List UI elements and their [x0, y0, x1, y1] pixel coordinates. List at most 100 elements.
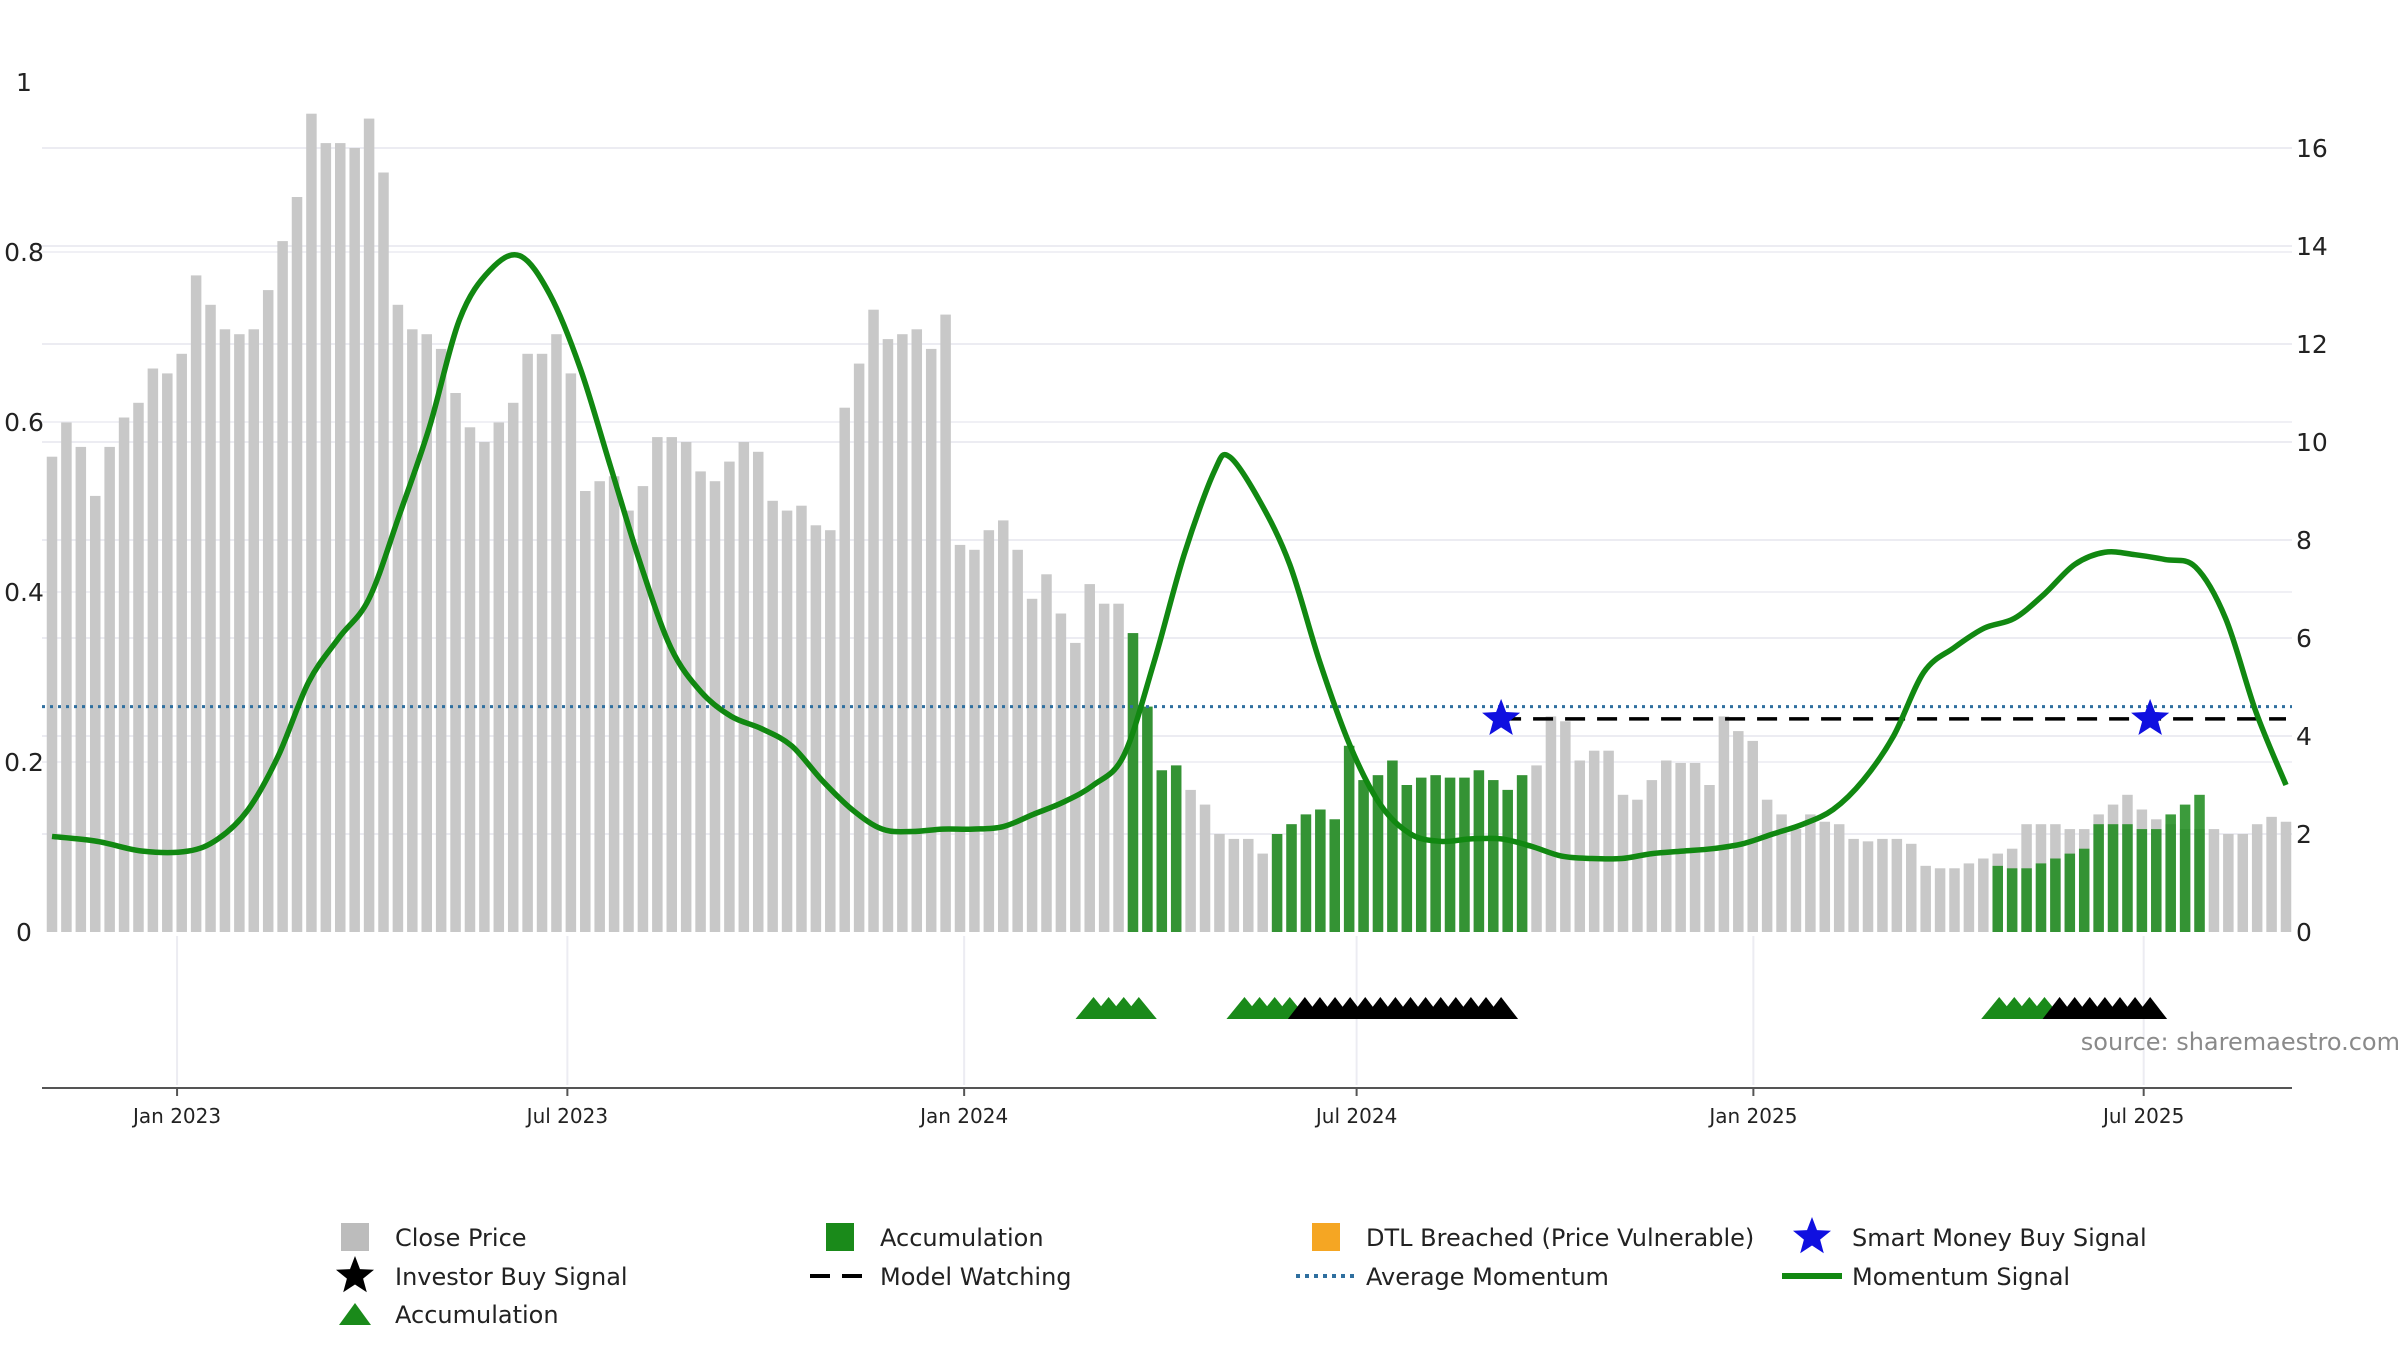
close-price-bar	[1574, 760, 1586, 932]
close-price-bar	[1257, 853, 1268, 932]
close-price-bar	[1228, 838, 1240, 932]
close-price-bar	[2280, 821, 2292, 932]
accumulation-triangle	[1120, 997, 1157, 1019]
close-price-bar	[1718, 716, 1730, 932]
close-price-bar	[752, 451, 764, 932]
close-price-bar	[248, 329, 260, 932]
accumulation-bar	[1488, 780, 1499, 932]
close-price-bar	[1833, 824, 1845, 932]
close-price-bar	[162, 373, 173, 932]
left-tick-label: 0.8	[4, 238, 44, 267]
x-tick-label: Jan 2024	[918, 1104, 1008, 1128]
left-tick-label: 0.6	[4, 408, 44, 437]
accumulation-bar	[1502, 789, 1513, 932]
close-price-bar	[1934, 868, 1946, 932]
accumulation-bar	[2151, 829, 2162, 932]
close-price-bar	[435, 348, 447, 932]
left-tick-label: 0	[16, 918, 32, 947]
close-price-bar	[925, 348, 937, 932]
accumulation-bar	[2122, 824, 2133, 932]
close-price-bar	[118, 417, 130, 932]
close-price-bar	[75, 446, 87, 932]
close-price-bar	[219, 329, 231, 932]
accumulation-bars	[1127, 633, 2205, 932]
accumulation-bar	[2093, 824, 2104, 932]
accumulation-bar	[2021, 868, 2032, 932]
close-price-bar	[897, 334, 908, 932]
close-price-bar	[176, 353, 187, 932]
close-price-bar	[291, 197, 303, 932]
close-price-bar	[868, 309, 879, 932]
close-price-bar	[882, 339, 894, 933]
momentum-signal-line	[51, 252, 2289, 862]
legend-label: Momentum Signal	[1852, 1263, 2070, 1291]
close-price-bar	[1098, 603, 1110, 932]
close-price-bar	[1704, 785, 1715, 932]
close-price-bar	[1891, 838, 1903, 932]
accumulation-bar	[2078, 848, 2090, 932]
close-price-bar	[407, 329, 418, 932]
accumulation-bar	[1156, 770, 1168, 932]
close-price-bar	[1877, 838, 1888, 932]
close-price-bar	[2251, 824, 2263, 932]
smart-money-buy-star	[2131, 698, 2170, 735]
right-tick-label: 8	[2296, 526, 2312, 555]
close-price-bar	[666, 437, 678, 932]
close-price-bar	[2223, 834, 2234, 932]
legend-label: Close Price	[395, 1224, 527, 1252]
x-tick-label: Jul 2025	[2101, 1104, 2184, 1128]
close-price-bar	[1819, 821, 1831, 932]
close-price-bar	[493, 422, 505, 932]
right-tick-label: 6	[2296, 624, 2312, 653]
close-price-bar	[104, 446, 115, 932]
accumulation-bar	[1170, 765, 1182, 932]
close-price-bar	[1632, 799, 1643, 932]
legend: Close Price Accumulation DTL Breached (Pri…	[336, 1217, 2147, 1329]
legend-label: Investor Buy Signal	[395, 1263, 628, 1291]
close-price-bar	[133, 402, 144, 932]
right-tick-label: 2	[2296, 820, 2312, 849]
close-price-bar	[998, 520, 1009, 932]
close-price-bar	[594, 481, 605, 932]
right-tick-label: 4	[2296, 722, 2312, 751]
close-price-bar	[479, 442, 490, 932]
close-price-bar	[695, 471, 706, 932]
close-price-bar	[46, 456, 58, 932]
close-price-bar	[536, 353, 548, 932]
close-price-bar	[810, 525, 822, 932]
accumulation-bar	[2035, 863, 2047, 932]
close-price-bar	[2266, 816, 2277, 932]
close-price-bar	[796, 505, 807, 932]
right-tick-label: 0	[2296, 918, 2312, 947]
close-price-bar	[1041, 574, 1052, 932]
left-tick-label: 0.4	[4, 578, 44, 607]
accumulation-bar	[2136, 829, 2148, 932]
legend-label: Smart Money Buy Signal	[1852, 1224, 2147, 1252]
close-price-bar	[349, 148, 360, 932]
close-price-bar	[1185, 789, 1196, 932]
right-tick-label: 16	[2296, 134, 2328, 163]
investor-buy-triangle	[2133, 997, 2168, 1019]
legend-label: DTL Breached (Price Vulnerable)	[1366, 1224, 1754, 1252]
legend-label: Accumulation	[395, 1301, 559, 1329]
left-tick-label: 1	[16, 68, 32, 97]
close-price-bar	[1920, 865, 1931, 932]
legend-label: Model Watching	[880, 1263, 1072, 1291]
accumulation-bar	[2179, 804, 2191, 932]
close-price-bar	[1963, 863, 1975, 932]
investor-buy-triangle	[1484, 997, 1519, 1019]
close-price-bar	[1055, 613, 1067, 932]
close-price-bar	[680, 442, 692, 932]
close-price-bar	[825, 530, 836, 932]
close-price-bar	[1949, 868, 1960, 932]
legend-triangle-icon	[339, 1303, 371, 1325]
accumulation-bar	[2064, 853, 2076, 932]
accumulation-bar	[1992, 865, 2003, 932]
close-price-bar	[767, 500, 778, 932]
close-price-bar	[1603, 750, 1614, 932]
close-price-bar	[2237, 834, 2249, 932]
accumulation-bar	[1329, 819, 1340, 932]
close-price-bar	[2208, 829, 2220, 932]
